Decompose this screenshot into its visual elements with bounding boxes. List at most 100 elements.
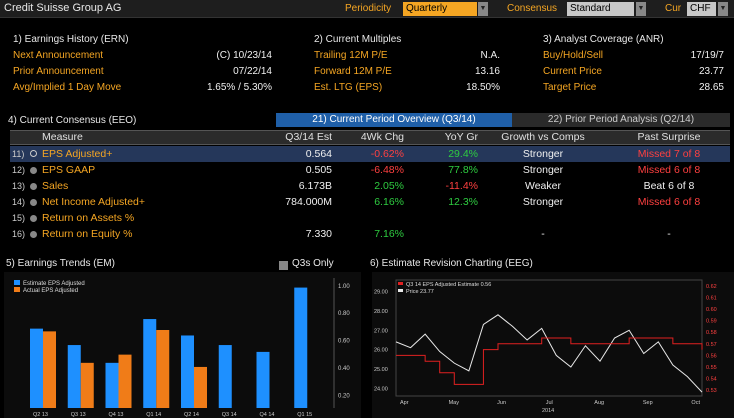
prior-announcement-label: Prior Announcement xyxy=(13,66,104,77)
measure-name[interactable]: Sales xyxy=(42,180,69,192)
row-number: 12) xyxy=(12,165,26,175)
earnings-trends-title[interactable]: 5) Earnings Trends (EM) xyxy=(6,258,115,269)
buy-hold-sell-value: 17/19/7 xyxy=(690,50,724,61)
y-tick-label: 1.00 xyxy=(338,284,350,290)
change-value: 7.16% xyxy=(374,228,404,240)
trailing-pe-label: Trailing 12M P/E xyxy=(314,50,388,61)
analyst-coverage-title[interactable]: 3) Analyst Coverage (ANR) xyxy=(543,34,664,45)
currency-dropdown-icon[interactable]: ▼ xyxy=(718,2,728,16)
bullet-icon xyxy=(30,199,37,206)
legend-price-swatch xyxy=(398,289,403,292)
estimate-bar xyxy=(218,345,232,408)
col-est[interactable]: Q3/14 Est xyxy=(285,131,332,143)
col-growth[interactable]: Growth vs Comps xyxy=(501,131,585,143)
surprise-value: Missed 6 of 8 xyxy=(637,164,701,176)
radio-icon[interactable] xyxy=(30,150,37,157)
measure-name[interactable]: Net Income Adjusted+ xyxy=(42,196,146,208)
est-ltg-label: Est. LTG (EPS) xyxy=(314,82,383,93)
yoy-value: 77.8% xyxy=(448,164,478,176)
tab-current-period[interactable]: 21) Current Period Overview (Q3/14) xyxy=(276,113,512,127)
actual-bar xyxy=(194,366,207,408)
legend-estimate-label: Q3 14 EPS Adjusted Estimate 0.56 xyxy=(406,282,491,288)
periodicity-select[interactable]: Quarterly xyxy=(403,2,477,16)
legend-actual-label: Actual EPS Adjusted xyxy=(23,288,78,294)
growth-value: Stronger xyxy=(522,196,564,208)
currency-label: Cur xyxy=(665,3,682,14)
earnings-history-title[interactable]: 1) Earnings History (ERN) xyxy=(13,34,129,45)
y-tick-label: 0.40 xyxy=(338,366,350,372)
surprise-value: Beat 6 of 8 xyxy=(643,180,695,192)
measure-name[interactable]: Return on Assets % xyxy=(42,212,135,224)
right-tick-label: 0.60 xyxy=(706,307,717,313)
estimate-value: 784.000M xyxy=(285,196,332,208)
x-tick-label: Q3 14 xyxy=(222,412,237,418)
legend-price-label: Price 23.77 xyxy=(406,289,434,295)
left-tick-label: 25.00 xyxy=(374,367,388,373)
x-tick-label: Q4 14 xyxy=(260,412,275,418)
estimate-line xyxy=(396,337,703,385)
surprise-value: Missed 6 of 8 xyxy=(637,196,701,208)
revision-charting-title[interactable]: 6) Estimate Revision Charting (EEG) xyxy=(370,258,533,269)
buy-hold-sell-label: Buy/Hold/Sell xyxy=(543,50,604,61)
earnings-trends-chart: 0.20 0.40 0.60 0.80 1.00 Q2 13 Q3 13 Q4 13 Q1 14… xyxy=(4,272,361,418)
x-tick-label: Q2 14 xyxy=(184,412,199,418)
estimate-bar xyxy=(143,319,157,408)
currency-select[interactable]: CHF xyxy=(687,2,716,16)
bullet-icon xyxy=(30,183,37,190)
estimate-bar xyxy=(67,345,81,408)
left-tick-label: 28.00 xyxy=(374,309,388,315)
surprise-value: - xyxy=(667,228,671,240)
yoy-value: 12.3% xyxy=(448,196,478,208)
actual-bar xyxy=(43,331,56,408)
current-consensus-title[interactable]: 4) Current Consensus (EEO) xyxy=(8,115,137,126)
consensus-dropdown-icon[interactable]: ▼ xyxy=(636,2,646,16)
table-row[interactable] xyxy=(10,146,730,162)
yoy-value: -11.4% xyxy=(445,180,479,192)
q3s-only-label[interactable]: Q3s Only xyxy=(292,258,334,269)
yoy-value: 29.4% xyxy=(448,148,478,160)
row-number: 15) xyxy=(12,213,26,223)
x-tick-label: Apr xyxy=(400,400,409,406)
periodicity-dropdown-icon[interactable]: ▼ xyxy=(478,2,488,16)
top-bar xyxy=(0,0,734,18)
x-tick-label: Q1 14 xyxy=(146,412,161,418)
next-announcement-value: (C) 10/23/14 xyxy=(216,50,272,61)
consensus-select[interactable]: Standard xyxy=(567,2,634,16)
tab-prior-period[interactable]: 22) Prior Period Analysis (Q2/14) xyxy=(512,113,730,127)
trailing-pe-value: N.A. xyxy=(480,50,500,61)
right-tick-label: 0.62 xyxy=(706,284,717,290)
estimate-value: 6.173B xyxy=(298,180,332,192)
current-price-label: Current Price xyxy=(543,66,602,77)
change-value: -6.48% xyxy=(370,164,404,176)
revision-chart: 24.00 25.00 26.00 27.00 28.00 29.00 0.53 0.54 0.… xyxy=(372,272,734,418)
x-tick-label: Q3 13 xyxy=(71,412,86,418)
company-name: Credit Suisse Group AG xyxy=(4,2,122,14)
estimate-bar xyxy=(294,287,308,408)
left-tick-label: 24.00 xyxy=(374,386,388,392)
right-tick-label: 0.57 xyxy=(706,342,717,348)
row-number: 13) xyxy=(12,181,26,191)
left-tick-label: 26.00 xyxy=(374,348,388,354)
growth-value: - xyxy=(541,228,545,240)
q3s-only-checkbox[interactable] xyxy=(279,261,288,270)
measure-name[interactable]: EPS GAAP xyxy=(42,164,96,176)
col-yoy[interactable]: YoY Gr xyxy=(444,131,478,143)
col-chg[interactable]: 4Wk Chg xyxy=(360,131,404,143)
x-tick-label: Q2 13 xyxy=(33,412,48,418)
col-measure[interactable]: Measure xyxy=(42,131,83,143)
col-surprise[interactable]: Past Surprise xyxy=(637,131,701,143)
table-header xyxy=(10,130,730,145)
y-tick-label: 0.60 xyxy=(338,339,350,345)
consensus-label: Consensus xyxy=(507,3,558,14)
x-tick-label: Q1 15 xyxy=(297,412,312,418)
measure-name[interactable]: EPS Adjusted+ xyxy=(42,148,113,160)
bullet-icon xyxy=(30,167,37,174)
avg-move-label: Avg/Implied 1 Day Move xyxy=(13,82,122,93)
measure-name[interactable]: Return on Equity % xyxy=(42,228,133,240)
row-number: 14) xyxy=(12,197,26,207)
right-tick-label: 0.56 xyxy=(706,353,717,359)
est-ltg-value: 18.50% xyxy=(466,82,500,93)
legend-actual-swatch xyxy=(14,287,20,292)
x-tick-label: Oct xyxy=(691,400,700,406)
current-multiples-title[interactable]: 2) Current Multiples xyxy=(314,34,402,45)
